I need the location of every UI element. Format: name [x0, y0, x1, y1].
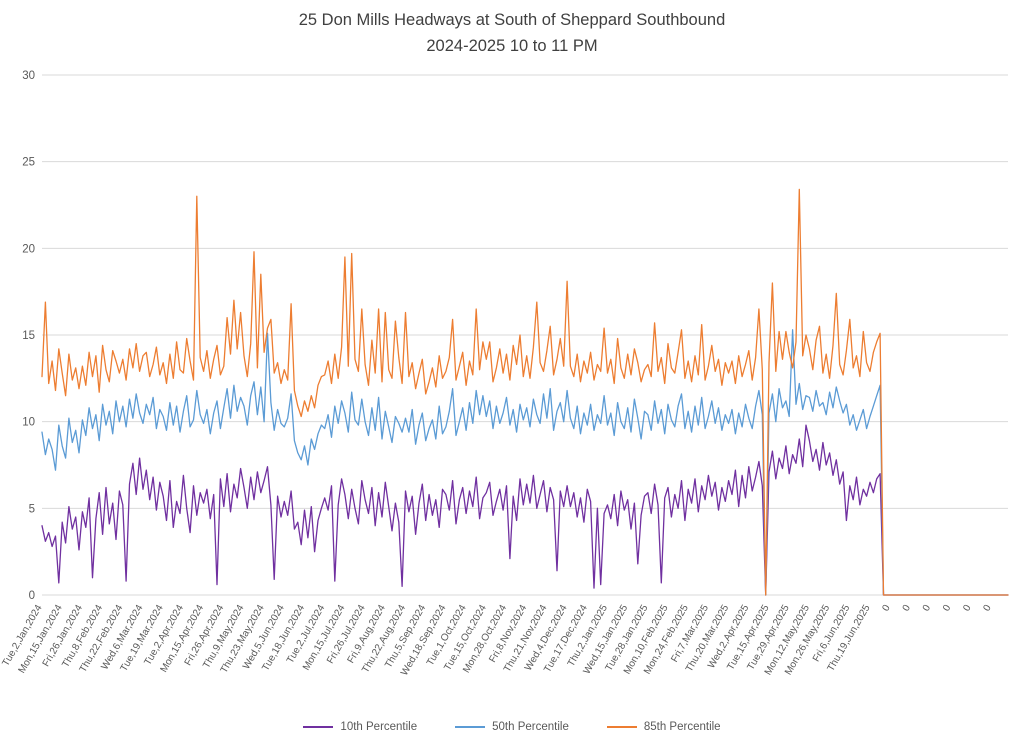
legend-swatch-10th-percentile	[303, 726, 334, 728]
legend-label-10th-percentile: 10th Percentile	[340, 721, 418, 733]
legend-label-50th-percentile: 50th Percentile	[492, 721, 569, 733]
legend-swatch-85th-percentile	[606, 726, 637, 728]
x-axis-tick-label: 0	[880, 603, 893, 614]
chart-title: 25 Don Mills Headways at South of Sheppa…	[0, 8, 1024, 59]
series-line-50th-percentile	[41, 329, 1009, 596]
legend-item-85th-percentile: 85th Percentile	[606, 721, 721, 733]
legend-item-10th-percentile: 10th Percentile	[303, 721, 417, 733]
y-axis-tick-label: 10	[22, 417, 35, 429]
chart-title-line2: 2024-2025 10 to 11 PM	[426, 36, 598, 55]
y-axis-tick-label: 25	[22, 157, 35, 169]
y-axis-tick-label: 15	[22, 330, 35, 342]
y-axis-tick-label: 0	[29, 590, 35, 602]
x-axis-tick-label: 0	[981, 603, 994, 614]
chart-legend: 10th Percentile 50th Percentile 85th Per…	[0, 721, 1024, 733]
y-axis-tick-label: 5	[29, 503, 35, 515]
x-axis-tick-label: 0	[961, 603, 974, 614]
legend-label-85th-percentile: 85th Percentile	[643, 721, 721, 733]
x-axis-tick-label: 0	[901, 603, 914, 614]
legend-item-50th-percentile: 50th Percentile	[455, 721, 569, 733]
chart-title-line1: 25 Don Mills Headways at South of Sheppa…	[298, 11, 726, 29]
y-axis-tick-label: 30	[22, 70, 35, 82]
chart-plot-area: 051015202530Tue,2,Jan,2024Mon,15,Jan,202…	[1, 70, 1009, 678]
y-axis-tick-label: 20	[22, 243, 35, 255]
x-axis-tick-label: 0	[921, 603, 934, 614]
legend-swatch-50th-percentile	[455, 726, 486, 728]
x-axis-tick-label: 0	[941, 603, 954, 614]
series-line-10th-percentile	[41, 424, 1009, 596]
series-line-85th-percentile	[41, 188, 1009, 596]
